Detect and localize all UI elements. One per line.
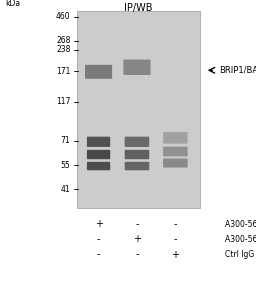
Text: 117: 117 [56,97,70,106]
Text: 238: 238 [56,45,70,55]
FancyBboxPatch shape [125,162,149,170]
Bar [77,11,200,208]
Text: Ctrl IgG IP: Ctrl IgG IP [225,250,256,259]
FancyBboxPatch shape [125,150,149,159]
FancyBboxPatch shape [87,162,110,170]
Text: -: - [135,249,139,260]
Text: 55: 55 [61,161,70,170]
Text: 460: 460 [56,12,70,21]
Text: 268: 268 [56,36,70,45]
Text: +: + [94,219,103,229]
Text: A300-560A IP: A300-560A IP [225,220,256,229]
FancyBboxPatch shape [163,132,188,144]
Text: -: - [174,234,177,245]
FancyBboxPatch shape [87,150,110,159]
Text: BRIP1/BACH1: BRIP1/BACH1 [219,66,256,75]
Text: 171: 171 [56,67,70,76]
Text: -: - [174,219,177,229]
Text: 71: 71 [61,136,70,145]
FancyBboxPatch shape [87,137,110,147]
Text: kDa: kDa [5,0,20,8]
Text: -: - [97,249,100,260]
Text: 41: 41 [61,185,70,194]
FancyBboxPatch shape [163,147,188,156]
FancyBboxPatch shape [125,137,149,147]
Text: IP/WB: IP/WB [124,3,153,13]
FancyBboxPatch shape [123,59,151,75]
FancyBboxPatch shape [163,158,188,168]
Text: +: + [171,249,179,260]
Text: -: - [97,234,100,245]
Text: A300-561A IP: A300-561A IP [225,235,256,244]
Text: -: - [135,219,139,229]
FancyBboxPatch shape [85,65,112,79]
Text: +: + [133,234,141,245]
